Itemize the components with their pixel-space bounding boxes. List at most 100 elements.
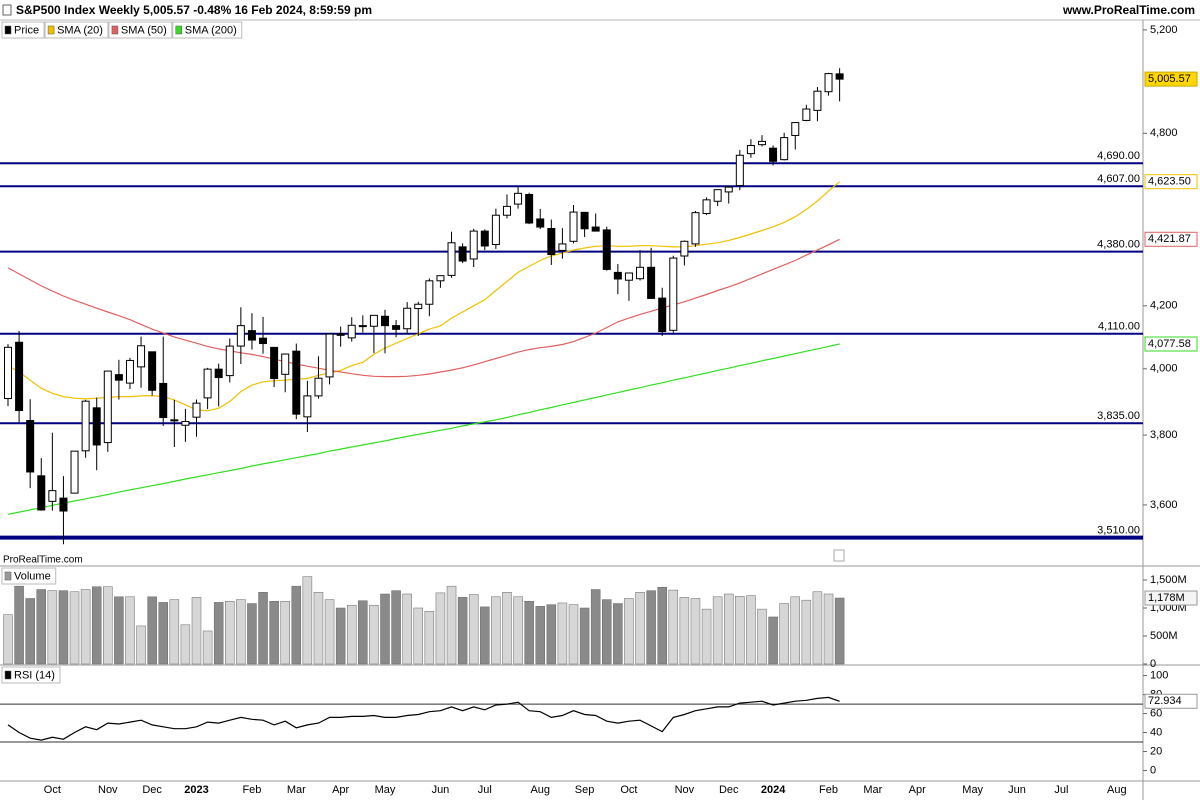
candle-body — [303, 395, 312, 418]
y-tick-label: 100 — [1150, 669, 1168, 681]
volume-bar — [202, 630, 213, 665]
volume-bar — [491, 596, 501, 665]
legend-box[interactable] — [44, 21, 109, 39]
candle-body — [835, 73, 844, 80]
candle-body — [425, 280, 434, 305]
legend-label: SMA (50) — [121, 24, 167, 36]
watermark: ProRealTime.com — [3, 555, 83, 566]
legend-box[interactable] — [1, 666, 61, 684]
volume-bar — [502, 592, 512, 665]
y-tick-label: 4,000 — [1150, 363, 1178, 375]
last-value-label: 4,421.87 — [1148, 233, 1191, 245]
x-tick-label: Jun — [1008, 784, 1026, 796]
legend-box[interactable] — [108, 21, 173, 39]
candle-body — [780, 137, 789, 161]
y-tick-label: 4,800 — [1150, 127, 1178, 139]
legend-box[interactable] — [172, 21, 243, 39]
candle-body — [336, 333, 345, 336]
y-tick-label: 5,200 — [1150, 24, 1178, 36]
candle-body — [170, 419, 179, 422]
x-tick-label: Feb — [242, 784, 261, 796]
x-tick-label: Nov — [98, 784, 118, 796]
legend-label: RSI (14) — [14, 669, 55, 681]
y-tick-label: 4,200 — [1150, 300, 1178, 312]
chart-title: S&P500 Index Weekly 5,005.57 -0.48% 16 F… — [16, 3, 372, 17]
x-tick-label: Dec — [142, 784, 162, 796]
volume-bar — [180, 624, 191, 665]
legend-label: SMA (200) — [185, 24, 237, 36]
volume-bar — [302, 576, 313, 665]
last-value-label: 4,623.50 — [1148, 176, 1191, 188]
volume-bar — [546, 604, 557, 665]
level-label: 4,607.00 — [1097, 173, 1140, 185]
candle-body — [480, 230, 489, 247]
last-value-box — [1144, 174, 1198, 190]
legend-box[interactable] — [1, 21, 45, 39]
x-tick-label: Dec — [719, 784, 739, 796]
candle-body — [92, 407, 101, 446]
candle-body — [347, 324, 356, 339]
candle-body — [547, 227, 556, 256]
volume-bar — [324, 599, 335, 665]
volume-bar — [313, 592, 324, 665]
volume-bar — [535, 606, 545, 665]
candle-body — [381, 315, 389, 327]
volume-bar — [646, 590, 656, 665]
volume-bar — [579, 607, 590, 665]
x-tick-label: Oct — [620, 784, 637, 796]
candle-body — [414, 303, 423, 310]
last-value-box — [1144, 231, 1198, 247]
legend-swatch — [47, 25, 55, 35]
last-value-label: 5,005.57 — [1148, 73, 1191, 85]
x-tick-label: Jul — [478, 784, 492, 796]
candle-body — [48, 490, 57, 502]
legend-label: SMA (20) — [57, 24, 103, 36]
candle-body — [669, 257, 678, 331]
candle-body — [514, 192, 523, 205]
volume-bar — [735, 595, 745, 665]
volume-bar — [369, 604, 379, 665]
candle-body — [81, 400, 90, 452]
info-icon[interactable] — [833, 549, 845, 562]
volume-bar — [812, 591, 823, 665]
volume-bar — [125, 596, 135, 665]
last-value-box — [1144, 71, 1198, 87]
volume-bar — [801, 599, 812, 665]
volume-bar — [402, 593, 412, 665]
volume-bar — [25, 598, 35, 665]
volume-bar — [590, 589, 601, 665]
volume-bar — [358, 600, 368, 665]
candle-body — [558, 243, 567, 251]
volume-bar — [413, 607, 424, 665]
volume-bar — [668, 589, 679, 665]
candle-body — [70, 450, 79, 494]
volume-bar — [91, 586, 102, 665]
volume-bar — [602, 599, 612, 665]
volume-bar — [480, 606, 490, 665]
candle-body — [270, 346, 279, 380]
candle-body — [469, 230, 478, 260]
x-tick-label: Mar — [287, 784, 306, 796]
candle-body — [314, 377, 323, 397]
legend-swatch — [175, 25, 183, 35]
level-label: 4,380.00 — [1097, 238, 1140, 250]
candle-body — [392, 325, 401, 330]
volume-bar — [524, 601, 534, 665]
volume-bar — [247, 603, 257, 665]
volume-bar — [435, 592, 446, 665]
volume-bar — [147, 596, 157, 665]
x-tick-label: Apr — [332, 784, 349, 796]
volume-bar — [14, 585, 24, 665]
legend-box[interactable] — [1, 567, 57, 585]
candle-body — [702, 199, 711, 215]
volume-bar — [834, 597, 845, 665]
candle-body — [613, 271, 622, 280]
source: www.ProRealTime.com — [1062, 3, 1195, 17]
candle-body — [569, 211, 578, 242]
candle-body — [769, 147, 778, 162]
candle-body — [247, 330, 256, 341]
y-tick-label: 0 — [1150, 658, 1156, 670]
candle-body — [680, 240, 689, 257]
volume-bar — [624, 598, 634, 665]
